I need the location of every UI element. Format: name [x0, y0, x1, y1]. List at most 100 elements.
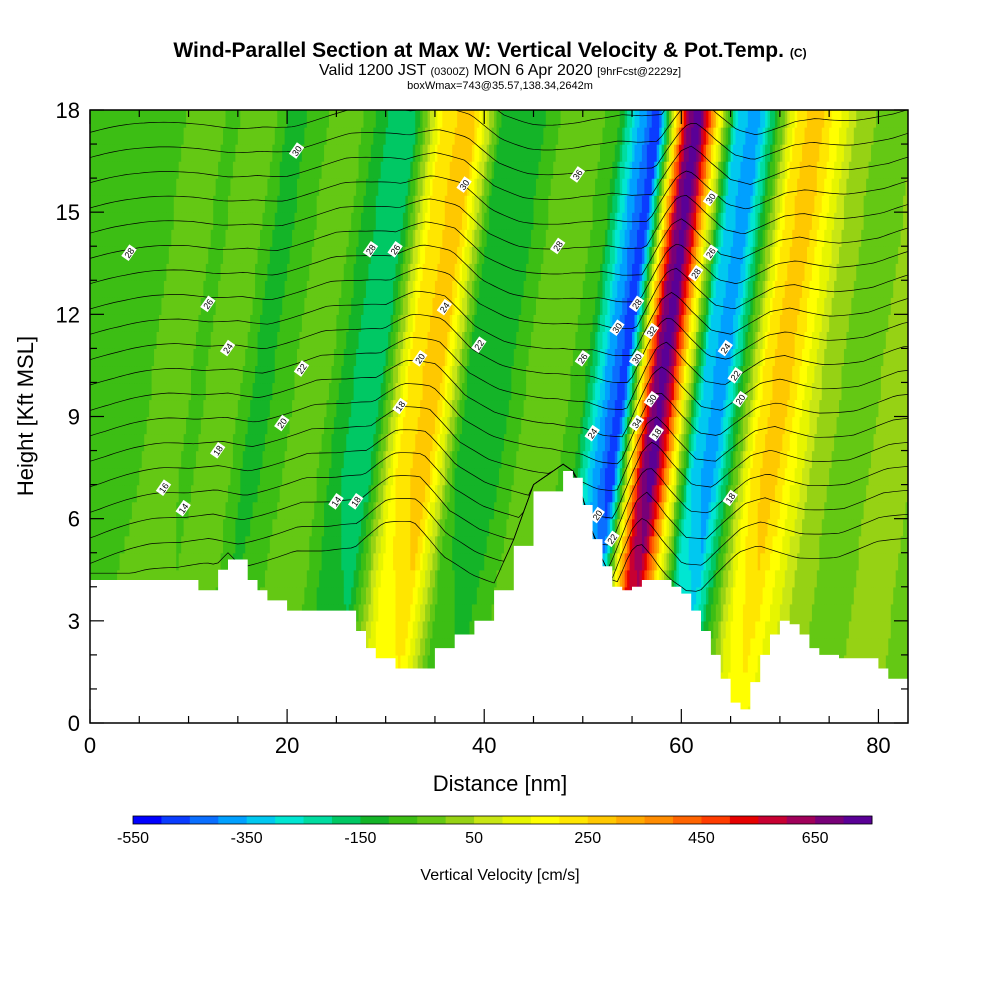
field-cell: [747, 603, 751, 622]
field-cell: [728, 637, 732, 656]
field-cell: [484, 586, 488, 605]
field-cell: [373, 467, 377, 486]
field-cell: [400, 518, 404, 537]
field-cell: [491, 501, 495, 520]
field-cell: [262, 535, 266, 554]
field-cell: [513, 535, 517, 554]
field-cell: [97, 518, 101, 537]
field-cell: [407, 518, 411, 537]
field-cell: [713, 467, 717, 486]
field-cell: [252, 569, 256, 588]
field-cell: [752, 637, 756, 656]
field-cell: [92, 501, 96, 520]
field-cell: [664, 467, 668, 486]
field-cell: [883, 637, 887, 656]
field-cell: [767, 467, 771, 486]
field-cell: [304, 467, 308, 486]
field-cell: [811, 552, 815, 571]
field-cell: [708, 620, 712, 639]
field-cell: [513, 484, 517, 503]
field-cell: [799, 501, 803, 520]
field-cell: [252, 552, 256, 571]
field-cell: [893, 467, 897, 486]
field-cell: [760, 552, 764, 571]
field-cell: [715, 637, 719, 656]
field-cell: [760, 586, 764, 605]
field-cell: [321, 501, 325, 520]
field-cell: [235, 484, 239, 503]
field-cell: [511, 535, 515, 554]
field-cell: [107, 552, 111, 571]
field-cell: [656, 518, 660, 537]
field-cell: [427, 535, 431, 554]
field-cell: [395, 552, 399, 571]
field-cell: [651, 535, 655, 554]
field-cell: [523, 484, 527, 503]
field-cell: [836, 467, 840, 486]
field-cell: [430, 586, 434, 605]
field-cell: [676, 552, 680, 571]
field-cell: [595, 467, 599, 486]
field-cell: [774, 620, 779, 639]
field-cell: [617, 501, 621, 520]
field-cell: [713, 620, 717, 639]
field-cell: [469, 586, 473, 605]
field-cell: [836, 535, 840, 554]
field-cell: [705, 518, 710, 537]
field-cell: [777, 620, 781, 639]
field-cell: [385, 535, 389, 554]
field-cell: [856, 603, 860, 622]
field-cell: [639, 501, 643, 520]
field-cell: [452, 586, 456, 605]
field-cell: [809, 535, 813, 554]
field-cell: [119, 484, 123, 503]
field-cell: [863, 467, 867, 486]
field-cell: [634, 467, 638, 486]
field-cell: [296, 518, 301, 537]
field-cell: [427, 569, 431, 588]
field-cell: [878, 501, 882, 520]
field-cell: [824, 569, 828, 588]
field-cell: [760, 603, 764, 622]
field-cell: [878, 467, 882, 486]
field-cell: [447, 535, 451, 554]
field-cell: [188, 518, 192, 537]
field-cell: [476, 467, 480, 486]
field-cell: [757, 501, 761, 520]
field-cell: [698, 501, 702, 520]
field-cell: [868, 637, 872, 656]
field-cell: [124, 535, 128, 554]
field-cell: [898, 586, 902, 605]
field-cell: [777, 552, 781, 571]
field-cell: [432, 552, 436, 571]
field-cell: [750, 552, 754, 571]
field-cell: [331, 586, 335, 605]
field-cell: [612, 518, 616, 537]
field-cell: [457, 620, 461, 639]
field-cell: [878, 620, 882, 639]
field-cell: [129, 467, 133, 486]
field-cell: [715, 552, 719, 571]
field-cell: [491, 603, 495, 622]
field-cell: [585, 467, 589, 486]
field-cell: [368, 467, 372, 486]
field-cell: [797, 518, 801, 537]
field-cell: [708, 603, 712, 622]
field-cell: [462, 501, 466, 520]
field-cell: [306, 569, 310, 588]
field-cell: [602, 484, 606, 503]
field-cell: [395, 620, 399, 639]
field-cell: [853, 535, 857, 554]
field-cell: [397, 552, 402, 571]
field-cell: [691, 467, 695, 486]
field-cell: [393, 484, 397, 503]
field-cell: [553, 467, 557, 486]
field-cell: [713, 603, 717, 622]
field-cell: [720, 484, 724, 503]
field-cell: [479, 467, 483, 486]
field-cell: [163, 569, 167, 588]
field-cell: [878, 552, 882, 571]
field-cell: [723, 484, 727, 503]
field-cell: [494, 569, 498, 588]
field-cell: [333, 569, 337, 588]
